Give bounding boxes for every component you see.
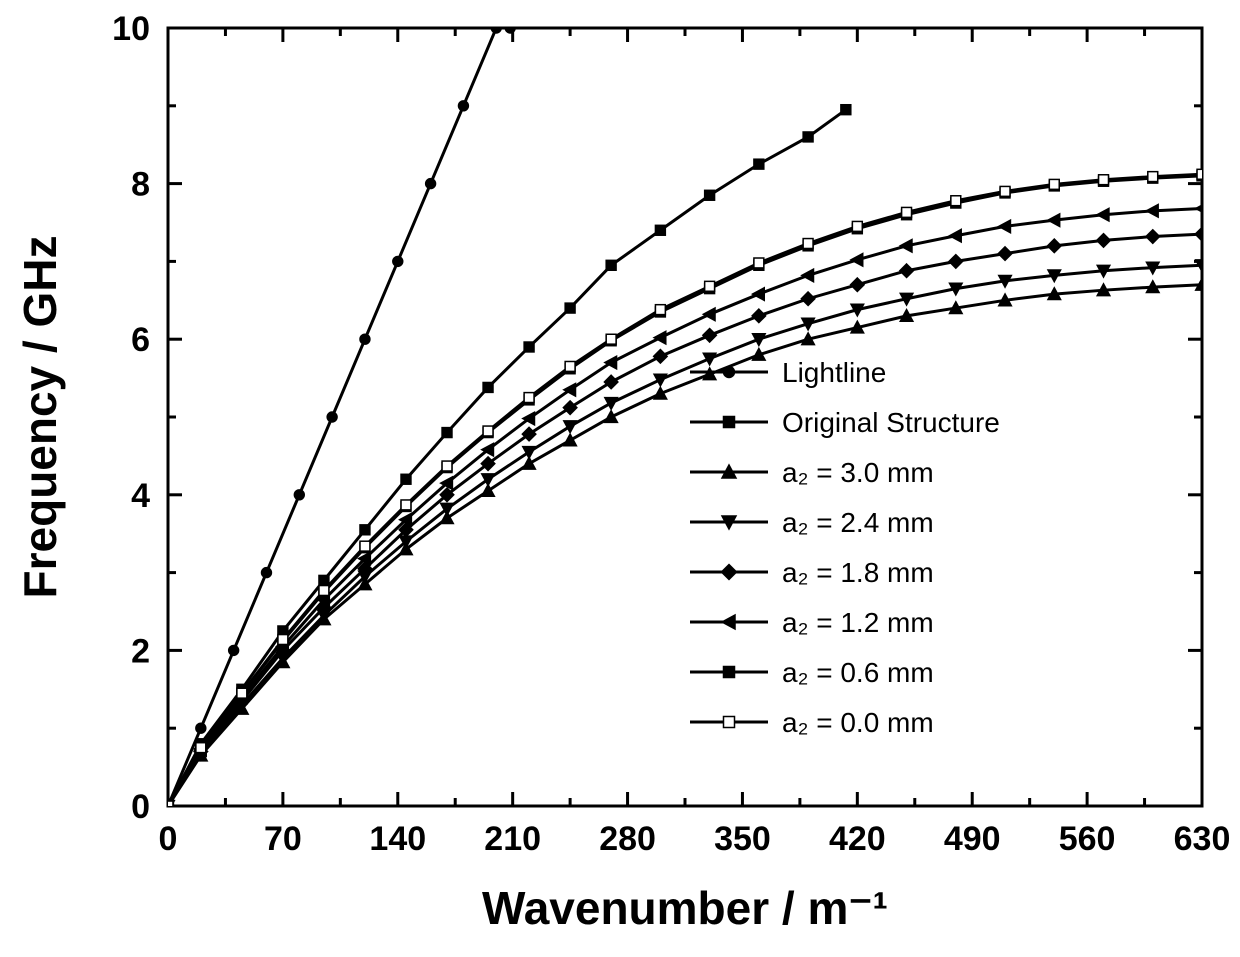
y-tick-label: 10 xyxy=(112,10,150,48)
chart-svg: 0 70 140 210 280 350 420 490 560 630 0 2 4 6 8 10 Wavenu… xyxy=(0,0,1240,957)
x-axis-label: Wavenumber / m⁻¹ xyxy=(482,882,888,934)
legend-label-lightline: Lightline xyxy=(782,357,886,388)
y-axis-label: Frequency / GHz xyxy=(14,236,66,599)
legend-label-a2_24: a₂ = 2.4 mm xyxy=(782,507,934,538)
x-tick-label: 350 xyxy=(714,820,771,858)
legend-label-a2_30: a₂ = 3.0 mm xyxy=(782,457,934,488)
dispersion-chart: 0 70 140 210 280 350 420 490 560 630 0 2 4 6 8 10 Wavenu… xyxy=(0,0,1240,957)
x-tick-label: 630 xyxy=(1174,820,1231,858)
y-ticks: 0 2 4 6 8 10 xyxy=(112,10,1202,826)
series-group xyxy=(161,23,1209,813)
x-tick-label: 280 xyxy=(599,820,656,858)
y-tick-label: 8 xyxy=(131,166,150,204)
x-tick-label: 70 xyxy=(264,820,302,858)
x-tick-label: 560 xyxy=(1059,820,1116,858)
legend-label-a2_00: a₂ = 0.0 mm xyxy=(782,707,934,738)
y-tick-label: 6 xyxy=(131,321,150,359)
series-a2_06 xyxy=(163,171,1207,811)
legend-label-a2_18: a₂ = 1.8 mm xyxy=(782,557,934,588)
x-tick-label: 490 xyxy=(944,820,1001,858)
y-tick-label: 0 xyxy=(131,788,150,826)
series-a2_24 xyxy=(162,260,1209,812)
x-tick-label: 420 xyxy=(829,820,886,858)
legend-label-a2_06: a₂ = 0.6 mm xyxy=(782,657,934,688)
legend: Lightline Original Structure a₂ = 3.0 mm a₂… xyxy=(690,357,1000,738)
series-a2_18 xyxy=(161,227,1209,812)
x-ticks: 0 70 140 210 280 350 420 490 560 630 xyxy=(159,28,1231,858)
y-tick-label: 4 xyxy=(131,477,150,515)
series-original xyxy=(163,105,851,811)
series-a2_30 xyxy=(162,278,1209,811)
legend-label-original: Original Structure xyxy=(782,407,1000,438)
x-tick-label: 140 xyxy=(369,820,426,858)
x-tick-label: 0 xyxy=(159,820,178,858)
x-tick-label: 210 xyxy=(484,820,541,858)
y-tick-label: 2 xyxy=(131,632,150,670)
series-a2_00 xyxy=(163,169,1207,811)
legend-label-a2_12: a₂ = 1.2 mm xyxy=(782,607,934,638)
